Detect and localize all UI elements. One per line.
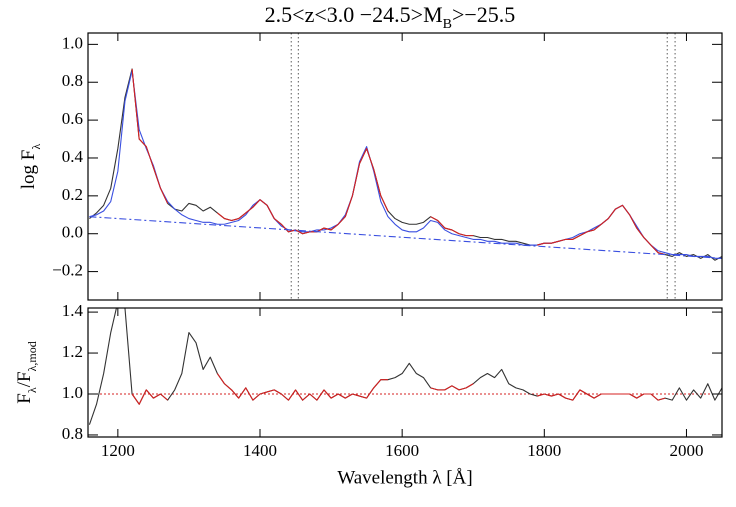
plot-area xyxy=(89,33,722,300)
title-subscript: B xyxy=(443,17,452,32)
spectrum-line xyxy=(89,68,722,261)
y-axis-label: log Fλ xyxy=(18,144,42,190)
y-label-part: /F xyxy=(14,371,35,387)
y-label-part: log F xyxy=(18,150,39,190)
y-tick-label: 1.2 xyxy=(62,342,83,361)
spectrum-line xyxy=(131,373,666,405)
x-tick-label: 1800 xyxy=(527,441,561,460)
y-tick-label: 0.2 xyxy=(62,185,83,204)
x-axis-label: Wavelength λ [Å] xyxy=(337,467,472,488)
frame xyxy=(87,32,723,301)
chart-title: 2.5<z<3.0 −24.5>MB>−25.5 xyxy=(265,2,516,32)
spectrum-line xyxy=(89,216,722,259)
x-tick-label: 2000 xyxy=(669,441,703,460)
y-axis-label: Fλ/Fλ,mod xyxy=(14,341,38,403)
x-tick-label: 1600 xyxy=(385,441,419,460)
y-label-subscript: λ,mod xyxy=(25,341,39,371)
spectrum-line xyxy=(131,68,666,256)
y-tick-label: 0.0 xyxy=(62,223,83,242)
y-tick-label: 1.4 xyxy=(62,301,84,320)
y-tick-label: 0.4 xyxy=(62,147,84,166)
x-tick-label: 1400 xyxy=(243,441,277,460)
y-label-subscript: λ xyxy=(25,387,39,393)
y-tick-label: −0.2 xyxy=(52,261,83,280)
y-label-subscript: λ xyxy=(29,144,43,150)
y-label-part: F xyxy=(14,393,35,404)
spectrum-line xyxy=(88,308,722,425)
plot-area xyxy=(88,308,722,425)
title-part: 2.5<z<3.0 −24.5>M xyxy=(265,2,443,27)
y-tick-label: 0.8 xyxy=(62,71,83,90)
y-tick-label: 1.0 xyxy=(62,33,83,52)
y-tick-label: 0.6 xyxy=(62,109,83,128)
y-tick-label: 1.0 xyxy=(62,383,83,402)
spectrum-line xyxy=(89,70,722,259)
frame xyxy=(87,307,723,438)
title-part: >−25.5 xyxy=(452,2,515,27)
x-tick-label: 1200 xyxy=(101,441,135,460)
y-tick-label: 0.8 xyxy=(62,424,83,443)
